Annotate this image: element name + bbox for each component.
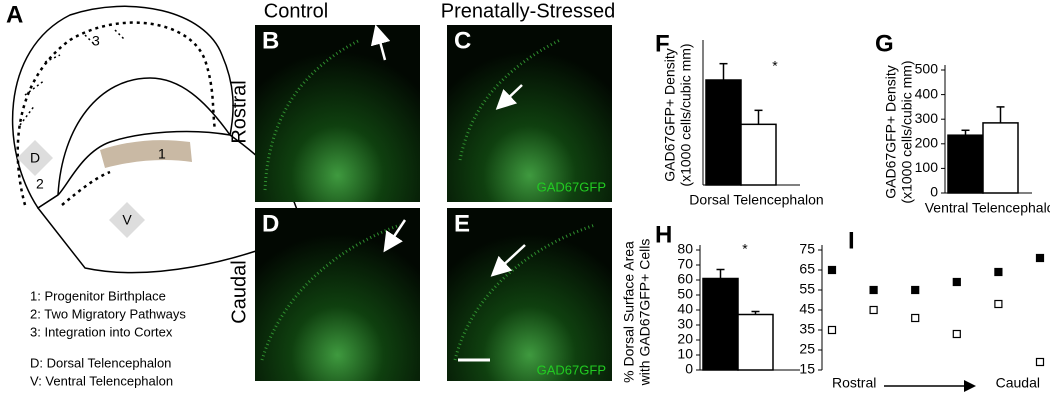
x-tick-label: Ventral Telencephalon: [925, 200, 1050, 216]
y-tick-label: 15: [799, 361, 815, 377]
area-label: D: [30, 150, 40, 166]
bar: [702, 277, 739, 371]
point: [869, 285, 878, 295]
significance: *: [772, 58, 778, 74]
stain-label: GAD67GFP: [537, 179, 606, 194]
y-axis-label: (x1000 cells/cubic mm): [899, 60, 915, 203]
bar: [947, 134, 984, 194]
y-tick-label: 45: [799, 301, 815, 317]
panel-letter: F: [655, 30, 670, 57]
y-tick-label: 35: [799, 321, 815, 337]
column-header: Control: [264, 0, 328, 22]
point: [827, 265, 837, 275]
y-tick-label: 25: [799, 341, 815, 357]
legend-item: 2: Two Migratory Pathways: [30, 306, 186, 321]
y-axis-label: GAD67GFP+ Density: [662, 48, 678, 181]
y-tick-label: 65: [799, 261, 815, 277]
point: [911, 313, 920, 323]
image-letter: D: [262, 210, 279, 237]
panel-letter: A: [6, 1, 23, 28]
point: [911, 285, 920, 295]
y-tick-label: 80: [677, 241, 693, 257]
y-tick-label: 200: [915, 135, 939, 151]
bar: [705, 79, 742, 186]
micrographs: [255, 24, 612, 381]
y-axis-label: % Dorsal Surface Area: [621, 241, 637, 383]
region-label: 1: [158, 146, 166, 162]
schematic: [11, 5, 300, 274]
row-header: Rostral: [228, 80, 250, 143]
y-tick-label: 500: [915, 61, 939, 77]
y-tick-label: 50: [677, 286, 693, 302]
panel-letter: G: [875, 30, 894, 57]
significance: *: [742, 241, 748, 257]
legend-item: 1: Progenitor Birthplace: [30, 288, 166, 303]
x-axis-label: Rostral: [832, 375, 876, 391]
bar: [737, 313, 774, 371]
y-tick-label: 100: [915, 159, 939, 175]
y-axis-label: (x1000 cells/cubic mm): [678, 43, 694, 186]
point: [1035, 357, 1045, 367]
region-label: 2: [36, 176, 44, 192]
x-tick-label: Dorsal Telencephalon: [689, 192, 823, 208]
stain-label: GAD67GFP: [537, 362, 606, 377]
legend-item: V: Ventral Telencephalon: [30, 373, 173, 388]
point: [952, 329, 961, 339]
y-axis-label: GAD67GFP+ Density: [883, 65, 899, 198]
panel-letter: H: [655, 221, 672, 248]
image-letter: E: [454, 210, 470, 237]
y-tick-label: 30: [677, 316, 693, 332]
point: [994, 299, 1003, 309]
y-tick-label: 70: [677, 256, 693, 272]
legend-item: 3: Integration into Cortex: [30, 324, 173, 339]
y-tick-label: 0: [685, 361, 693, 377]
y-tick-label: 75: [799, 241, 815, 257]
y-tick-label: 20: [677, 331, 693, 347]
legend-item: D: Dorsal Telencephalon: [30, 355, 171, 370]
point: [994, 267, 1003, 277]
point: [827, 325, 837, 335]
y-tick-label: 300: [915, 110, 939, 126]
y-tick-label: 60: [677, 271, 693, 287]
column-header: Prenatally-Stressed: [441, 0, 616, 22]
image-letter: C: [454, 27, 471, 54]
y-tick-label: 400: [915, 85, 939, 101]
point: [952, 277, 961, 287]
point: [1035, 253, 1045, 263]
bar: [982, 122, 1019, 194]
image-letter: B: [262, 27, 279, 54]
panel-letter: I: [848, 227, 855, 254]
y-axis-label: with GAD67GFP+ Cells: [637, 239, 653, 387]
bar: [740, 123, 777, 186]
y-tick-label: 0: [930, 184, 938, 200]
y-tick-label: 40: [677, 301, 693, 317]
y-tick-label: 55: [799, 281, 815, 297]
area-label: V: [122, 212, 132, 228]
point: [869, 305, 878, 315]
diamonds: [17, 140, 145, 238]
y-tick-label: 10: [677, 346, 693, 362]
region-label: 3: [92, 33, 100, 49]
x-axis-label: Caudal: [996, 375, 1040, 391]
row-header: Caudal: [228, 260, 250, 323]
